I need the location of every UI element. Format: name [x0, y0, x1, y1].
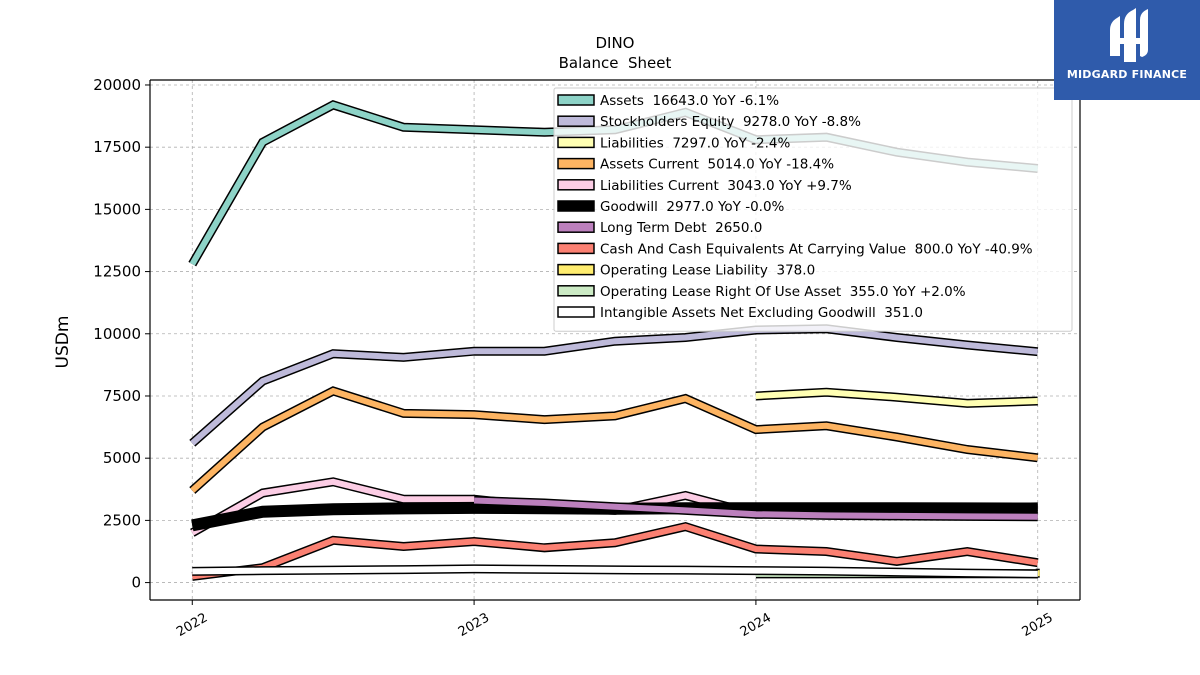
x-tick-label-3: 2025 [1020, 610, 1056, 640]
series-lines [188, 100, 1040, 581]
series-3 [189, 386, 1039, 494]
x-tick-label-2: 2024 [738, 610, 774, 640]
legend: Assets 16643.0 YoY -6.1% Stockholders Equ… [553, 87, 1073, 332]
legend-label-3: Assets Current 5014.0 YoY -18.4% [600, 157, 834, 173]
legend-swatch-3 [557, 157, 595, 170]
series-2 [755, 387, 1038, 408]
legend-label-1: Stockholders Equity 9278.0 YoY -8.8% [600, 114, 861, 130]
chart-title: DINO [595, 34, 634, 52]
series-6 [473, 496, 1038, 522]
legend-swatch-9 [557, 285, 595, 297]
series-10 [192, 564, 1038, 579]
logo-mark-icon [1110, 8, 1148, 62]
y-tick-label-8: 20000 [93, 76, 141, 94]
y-tick-label-4: 10000 [93, 325, 141, 343]
legend-label-4: Liabilities Current 3043.0 YoY +9.7% [600, 178, 852, 194]
legend-swatch-2 [557, 136, 595, 149]
legend-swatch-8 [557, 263, 595, 276]
legend-swatch-6 [557, 221, 595, 233]
y-tick-label-2: 5000 [103, 449, 141, 467]
y-tick-label-3: 7500 [103, 387, 141, 405]
legend-label-10: Intangible Assets Net Excluding Goodwill… [600, 305, 923, 321]
legend-label-9: Operating Lease Right Of Use Asset 355.0… [600, 284, 966, 300]
x-tick-label-1: 2023 [456, 610, 492, 640]
legend-swatch-10 [557, 306, 595, 318]
legend-swatch-0 [557, 94, 595, 106]
legend-label-6: Long Term Debt 2650.0 [600, 220, 762, 236]
legend-swatch-1 [557, 115, 595, 127]
legend-label-5: Goodwill 2977.0 YoY -0.0% [600, 199, 785, 215]
logo-text: MIDGARD FINANCE [1066, 68, 1188, 81]
brand-logo: MIDGARD FINANCE [1054, 0, 1200, 100]
y-axis-label: USDm [53, 316, 73, 369]
axes [149, 79, 1081, 601]
series-1-line [190, 325, 1038, 446]
y-tick-label-1: 2500 [103, 511, 141, 529]
legend-swatch-4 [557, 179, 595, 191]
legend-label-8: Operating Lease Liability 378.0 [600, 263, 815, 279]
y-tick-label-6: 15000 [93, 200, 141, 218]
y-tick-label-7: 17500 [93, 138, 141, 156]
legend-label-2: Liabilities 7297.0 YoY -2.4% [600, 135, 790, 151]
legend-label-7: Cash And Cash Equivalents At Carrying Va… [600, 241, 1033, 257]
y-tick-label-0: 0 [131, 574, 141, 592]
series-7 [191, 521, 1039, 581]
series-1-outline [189, 324, 1039, 447]
chart-subtitle: Balance Sheet [559, 54, 672, 72]
x-tick-label-0: 2022 [174, 610, 210, 640]
legend-swatch-7 [557, 242, 595, 255]
series-10-line [192, 565, 1038, 577]
legend-box [553, 87, 1073, 332]
series-3-line [190, 387, 1039, 493]
series-7-line [191, 523, 1039, 580]
legend-swatch-5 [557, 200, 595, 212]
series-6-line [473, 497, 1038, 520]
series-2-line [755, 389, 1038, 407]
series-1 [189, 324, 1039, 447]
legend-label-0: Assets 16643.0 YoY -6.1% [600, 93, 779, 109]
y-tick-label-5: 12500 [93, 263, 141, 281]
